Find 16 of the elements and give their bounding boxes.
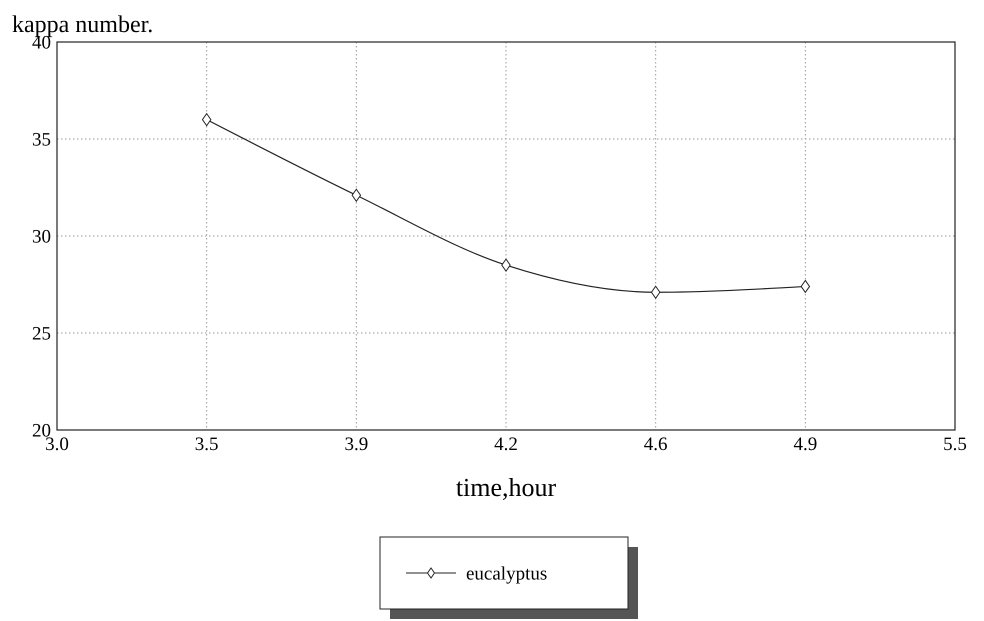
point	[650, 286, 660, 299]
x-axis-title: time,hour	[456, 473, 557, 502]
x-tick-label: 3.5	[194, 434, 219, 455]
y-tick-label: 35	[32, 130, 51, 151]
y-tick-label: 25	[32, 324, 51, 345]
x-tick-label: 5.5	[943, 434, 967, 455]
x-tick-label: 3.9	[344, 434, 368, 455]
point	[800, 280, 810, 293]
y-tick-label: 30	[32, 226, 51, 248]
point	[352, 188, 362, 202]
legend-label: eucalyptus	[466, 564, 548, 585]
x-tick-label: 4.2	[494, 434, 518, 455]
point	[202, 113, 212, 126]
x-tick-label: 4.6	[644, 434, 668, 455]
x-tick-label: 4.9	[793, 434, 818, 455]
point	[501, 258, 511, 272]
